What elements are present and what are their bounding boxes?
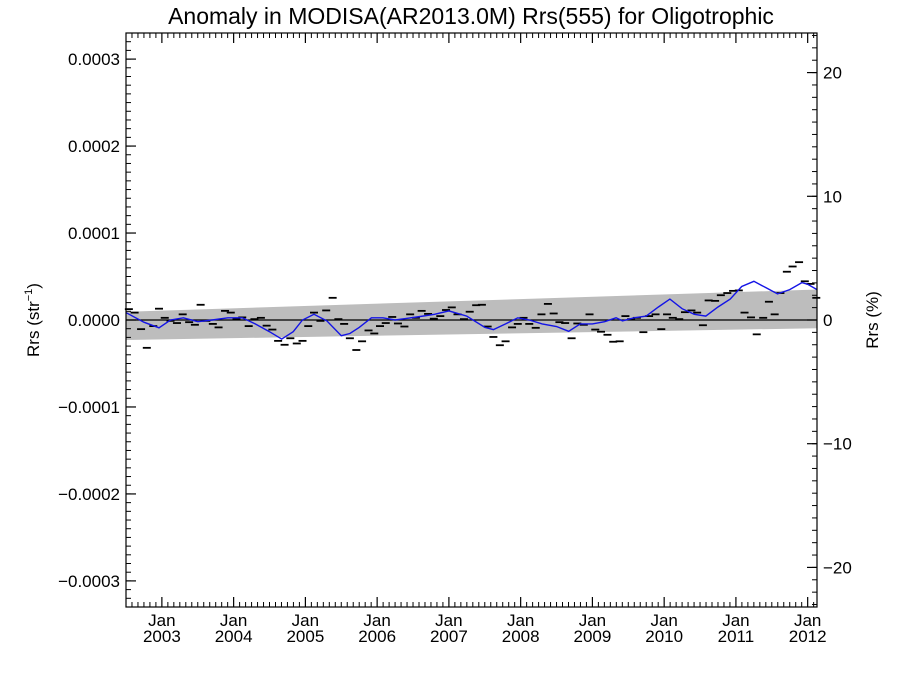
x-tick-label-month: Jan (650, 611, 677, 630)
left-axis-label-end: ) (24, 283, 43, 289)
x-tick-label-month: Jan (220, 611, 247, 630)
right-tick-label: 10 (823, 187, 842, 206)
left-axis-label: Rrs (str−1) (23, 283, 43, 357)
x-tick-label-year: 2006 (358, 627, 396, 646)
left-tick-label: −0.0003 (58, 572, 120, 591)
right-tick-label: −10 (823, 435, 852, 454)
x-tick-label-month: Jan (435, 611, 462, 630)
right-y-axis: 20 10 0 −10 −20 (807, 34, 852, 606)
right-tick-label: 20 (823, 64, 842, 83)
trend-band (126, 289, 817, 341)
x-tick-label-year: 2009 (573, 627, 611, 646)
x-tick-label-year: 2010 (645, 627, 683, 646)
x-tick-label-month: Jan (507, 611, 534, 630)
x-tick-label-year: 2005 (286, 627, 324, 646)
x-tick-label-year: 2012 (789, 627, 827, 646)
right-tick-label: −20 (823, 558, 852, 577)
smoothed-anomaly-line (125, 280, 818, 340)
x-tick-label-year: 2003 (143, 627, 181, 646)
right-axis-label: Rrs (%) (863, 291, 882, 349)
x-tick-label-month: Jan (148, 611, 175, 630)
left-y-axis: 0.0003 0.0002 0.0001 0.0000 −0.0001 −0.0002 −0… (58, 41, 136, 608)
left-tick-label: −0.0002 (58, 485, 120, 504)
x-tick-label-month: Jan (579, 611, 606, 630)
plot-area (124, 32, 821, 608)
x-tick-label-year: 2004 (215, 627, 253, 646)
left-tick-label: 0.0000 (68, 311, 120, 330)
left-tick-label: 0.0003 (68, 50, 120, 69)
left-tick-label: 0.0002 (68, 137, 120, 156)
left-tick-label: 0.0001 (68, 224, 120, 243)
left-axis-label-superscript: −1 (23, 289, 35, 302)
x-tick-label-year: 2008 (502, 627, 540, 646)
x-tick-label-month: Jan (722, 611, 749, 630)
x-tick-label-month: Jan (292, 611, 319, 630)
x-tick-label-year: 2011 (718, 627, 755, 646)
left-tick-label: −0.0001 (58, 398, 120, 417)
x-tick-label-month: Jan (363, 611, 390, 630)
x-axis: Jan2003Jan2004Jan2005Jan2006Jan2007Jan20… (125, 33, 827, 646)
x-tick-label-month: Jan (794, 611, 821, 630)
right-tick-label: 0 (823, 311, 832, 330)
x-tick-label-year: 2007 (430, 627, 468, 646)
chart-title: Anomaly in MODISA(AR2013.0M) Rrs(555) fo… (168, 3, 774, 29)
left-axis-label-text: Rrs (str (24, 301, 43, 357)
